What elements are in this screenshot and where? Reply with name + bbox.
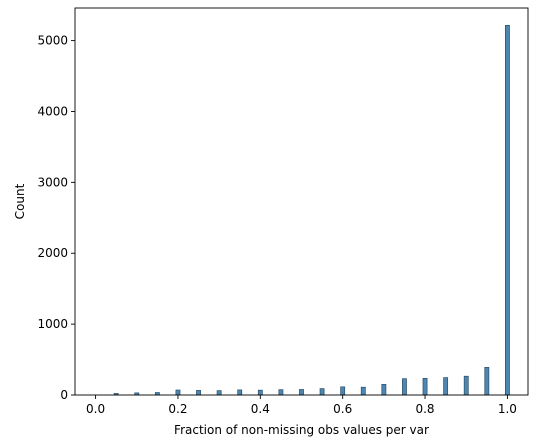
histogram-bar: [319, 388, 325, 396]
y-tick-label: 5000: [37, 34, 68, 48]
histogram-bar: [505, 25, 510, 396]
x-tick-label: 0.6: [333, 402, 352, 416]
histogram-bar: [484, 367, 490, 396]
histogram-bar: [463, 375, 469, 396]
histogram-bar: [381, 384, 387, 396]
y-tick-label: 1000: [37, 317, 68, 331]
x-tick-label: 0.8: [415, 402, 434, 416]
histogram-bar: [237, 389, 243, 396]
histogram-bar: [257, 389, 263, 396]
histogram-bar: [278, 389, 284, 396]
histogram-bar: [175, 389, 181, 396]
y-tick-label: 3000: [37, 175, 68, 189]
y-axis-label: Count: [13, 183, 27, 219]
x-tick-label: 0.4: [251, 402, 270, 416]
y-tick-label: 4000: [37, 104, 68, 118]
plot-bars: [113, 25, 510, 396]
histogram-bar: [360, 386, 366, 396]
histogram-bar: [402, 378, 407, 396]
x-tick-label: 0.2: [168, 402, 187, 416]
plot-frame: [74, 7, 529, 396]
histogram-bar: [340, 386, 346, 396]
histogram-bar: [299, 389, 304, 396]
histogram-bar: [196, 390, 201, 396]
histogram-bar: [216, 390, 222, 396]
x-tick-label: 1.0: [498, 402, 517, 416]
x-axis-label: Fraction of non-missing obs values per v…: [174, 423, 429, 437]
y-tick-label: 2000: [37, 246, 68, 260]
x-tick-label: 0.0: [86, 402, 105, 416]
x-axis-ticks: 0.0 0.2 0.4 0.6 0.8 1.0: [86, 395, 517, 416]
y-tick-label: 0: [60, 388, 68, 402]
histogram-bar: [443, 377, 449, 396]
y-axis-ticks: 0 1000 2000 3000 4000 5000: [37, 34, 75, 402]
histogram-bar: [422, 377, 428, 396]
